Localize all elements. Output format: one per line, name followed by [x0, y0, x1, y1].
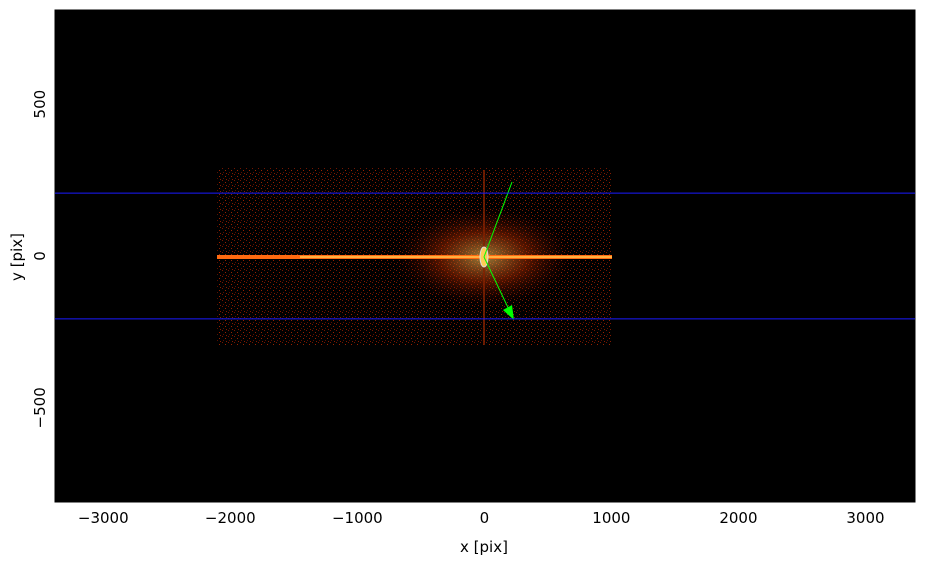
compass-label: N — [519, 308, 530, 326]
x-axis-label: x [pix] — [460, 538, 508, 556]
compass-arrow — [483, 256, 513, 317]
x-tick-label: −2000 — [205, 509, 256, 527]
compass-arrowhead — [503, 305, 514, 320]
y-axis-label: y [pix] — [8, 233, 26, 281]
x-tick-label: −3000 — [78, 509, 129, 527]
x-tick-label: 1000 — [592, 509, 630, 527]
y-tick-label: 500 — [31, 90, 49, 119]
x-tick-label: −1000 — [332, 509, 383, 527]
y-tick-label: 0 — [31, 251, 49, 261]
compass-label: E — [514, 166, 523, 184]
compass: E N — [483, 166, 530, 326]
compass-arrow — [483, 181, 513, 258]
x-tick-label: 2000 — [719, 509, 757, 527]
y-tick-label: −500 — [31, 387, 49, 428]
image-streak — [300, 256, 612, 258]
x-tick-label: 0 — [480, 509, 490, 527]
x-tick-label: 3000 — [846, 509, 884, 527]
